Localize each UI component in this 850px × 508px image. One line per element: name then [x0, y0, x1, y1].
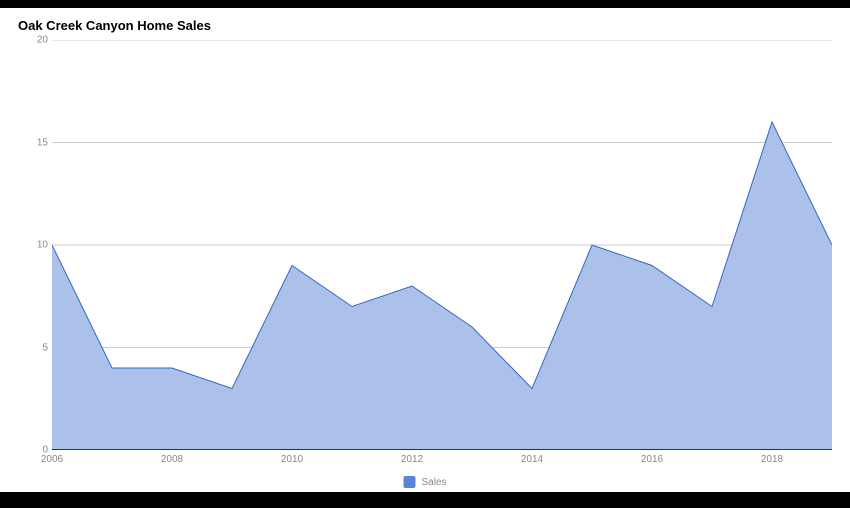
y-tick-label: 15: [37, 137, 48, 148]
chart-title: Oak Creek Canyon Home Sales: [18, 18, 211, 33]
legend-label: Sales: [421, 477, 446, 488]
x-tick-label: 2012: [401, 454, 423, 465]
plot-area: [52, 40, 832, 450]
x-tick-label: 2016: [641, 454, 663, 465]
x-tick-label: 2014: [521, 454, 543, 465]
area-chart-svg: [52, 40, 832, 450]
x-tick-label: 2010: [281, 454, 303, 465]
x-tick-label: 2006: [41, 454, 63, 465]
y-tick-label: 10: [37, 240, 48, 251]
x-tick-label: 2008: [161, 454, 183, 465]
legend: Sales: [403, 476, 446, 488]
y-tick-label: 5: [42, 342, 48, 353]
chart-container: Oak Creek Canyon Home Sales 05101520 200…: [0, 8, 850, 492]
legend-swatch: [403, 476, 415, 488]
x-tick-label: 2018: [761, 454, 783, 465]
y-tick-label: 20: [37, 35, 48, 46]
